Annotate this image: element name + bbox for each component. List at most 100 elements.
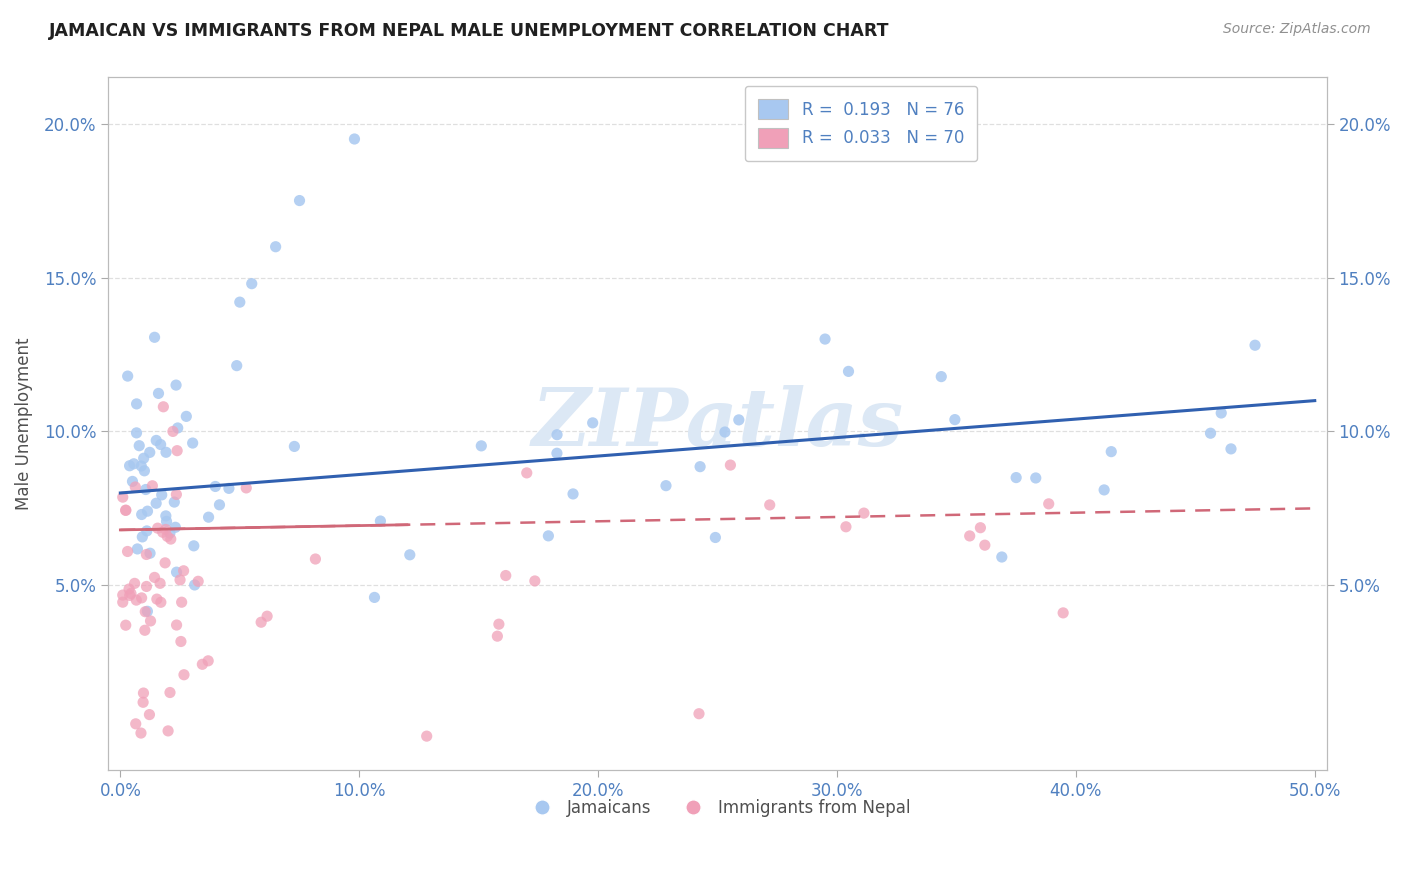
Point [250, 615, 273, 630]
Point [256, 609, 278, 624]
Point [486, 629, 509, 643]
Point [149, 437, 172, 451]
Point [183, 578, 205, 592]
Point [150, 488, 173, 502]
Point [415, 729, 437, 743]
Point [170, 634, 193, 648]
Point [714, 425, 737, 439]
Legend: Jamaicans, Immigrants from Nepal: Jamaicans, Immigrants from Nepal [519, 793, 917, 824]
Point [135, 579, 157, 593]
Point [283, 439, 305, 453]
Point [132, 695, 155, 709]
Point [264, 240, 287, 254]
Point [288, 194, 311, 208]
Point [143, 570, 166, 584]
Point [138, 707, 160, 722]
Point [134, 624, 156, 638]
Point [155, 445, 177, 459]
Point [156, 529, 179, 543]
Point [183, 539, 205, 553]
Point [159, 685, 181, 699]
Point [162, 425, 184, 439]
Point [111, 490, 134, 504]
Point [176, 409, 198, 424]
Point [149, 595, 172, 609]
Point [1005, 470, 1028, 484]
Point [166, 421, 188, 435]
Point [131, 508, 153, 522]
Point [973, 538, 995, 552]
Point [117, 369, 139, 384]
Point [163, 495, 186, 509]
Point [343, 132, 366, 146]
Point [655, 478, 678, 492]
Point [304, 552, 326, 566]
Point [114, 503, 136, 517]
Point [204, 479, 226, 493]
Point [166, 618, 188, 632]
Point [132, 451, 155, 466]
Point [1220, 442, 1243, 456]
Point [155, 514, 177, 528]
Point [582, 416, 605, 430]
Point [240, 277, 263, 291]
Point [689, 459, 711, 474]
Point [488, 617, 510, 632]
Point [139, 445, 162, 459]
Point [197, 654, 219, 668]
Point [165, 487, 187, 501]
Point [129, 726, 152, 740]
Point [145, 496, 167, 510]
Point [111, 595, 134, 609]
Point [959, 529, 981, 543]
Text: ZIPatlas: ZIPatlas [531, 385, 904, 462]
Point [146, 592, 169, 607]
Point [929, 369, 952, 384]
Point [516, 466, 538, 480]
Point [191, 657, 214, 672]
Point [1211, 406, 1233, 420]
Point [991, 549, 1014, 564]
Point [943, 412, 966, 426]
Point [139, 546, 162, 560]
Point [969, 521, 991, 535]
Point [114, 618, 136, 632]
Point [1092, 483, 1115, 497]
Point [118, 589, 141, 603]
Point [537, 529, 560, 543]
Point [1025, 471, 1047, 485]
Point [145, 434, 167, 448]
Y-axis label: Male Unemployment: Male Unemployment [15, 337, 32, 510]
Point [225, 359, 247, 373]
Point [166, 565, 188, 579]
Point [159, 526, 181, 541]
Point [135, 548, 157, 562]
Point [157, 723, 180, 738]
Point [727, 413, 749, 427]
Point [155, 508, 177, 523]
Point [197, 510, 219, 524]
Point [398, 548, 420, 562]
Point [814, 332, 837, 346]
Point [495, 568, 517, 582]
Point [135, 483, 157, 497]
Point [718, 458, 741, 472]
Point [124, 576, 146, 591]
Point [173, 564, 195, 578]
Point [129, 458, 152, 473]
Point [173, 667, 195, 681]
Point [139, 614, 162, 628]
Point [127, 541, 149, 556]
Point [470, 439, 492, 453]
Point [146, 521, 169, 535]
Point [117, 544, 139, 558]
Point [128, 439, 150, 453]
Point [852, 506, 875, 520]
Point [136, 504, 159, 518]
Point [134, 464, 156, 478]
Point [546, 427, 568, 442]
Point [134, 605, 156, 619]
Point [122, 457, 145, 471]
Point [229, 295, 252, 310]
Point [118, 458, 141, 473]
